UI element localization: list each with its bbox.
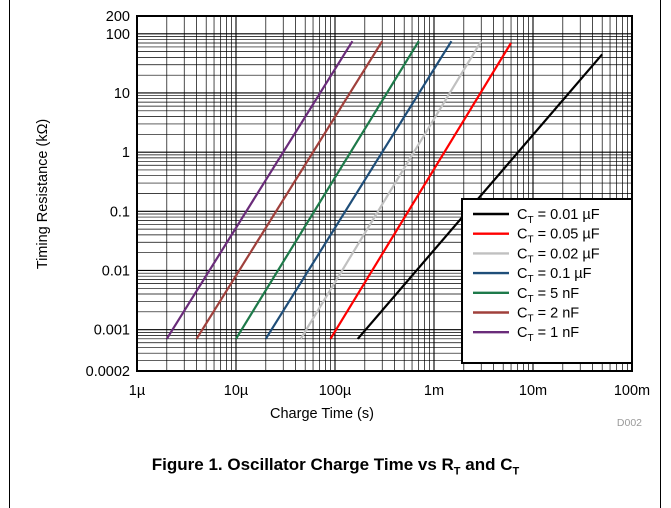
grid (137, 16, 632, 371)
legend-entry: CT = 0.1 µF (517, 266, 592, 285)
legend-entry: CT = 0.01 µF (517, 207, 600, 226)
caption-text: Figure 1. Oscillator Charge Time vs R (151, 455, 454, 474)
legend-box (461, 198, 633, 364)
y-tick-label: 0.0002 (86, 364, 130, 380)
x-tick-label: 10m (519, 383, 547, 399)
legend-entry: CT = 0.02 µF (517, 246, 600, 265)
x-axis-title: Charge Time (s) (270, 406, 374, 422)
x-tick-label: 100m (614, 383, 650, 399)
x-tick-label: 10µ (224, 383, 249, 399)
legend-entry: CT = 0.05 µF (517, 227, 600, 246)
left-frame-line (9, 0, 10, 508)
caption-r-subscript: T (453, 465, 461, 478)
figure-code: D002 (617, 417, 642, 429)
y-axis-title: Timing Resistance (kΩ) (35, 119, 51, 270)
series-layer (165, 40, 604, 340)
y-tick-labels: 0.0002 0.001 0.01 0.1 1 10 100 200 (86, 9, 130, 380)
legend-entry: CT = 1 nF (517, 325, 579, 344)
series-line (356, 53, 604, 340)
series-line (165, 40, 354, 340)
x-tick-label: 1m (424, 383, 444, 399)
y-tick-label: 10 (114, 86, 130, 102)
series-line (299, 40, 483, 340)
plot-area-border (136, 15, 633, 372)
y-tick-label: 0.01 (102, 263, 130, 279)
series-line (195, 40, 384, 340)
right-frame-line (660, 0, 661, 508)
caption-mid: and C (460, 455, 513, 474)
y-tick-label: 1 (122, 145, 130, 161)
x-tick-label: 1µ (129, 383, 146, 399)
x-tick-label: 100µ (319, 383, 352, 399)
x-tick-labels: 1µ 10µ 100µ 1m 10m 100m (129, 383, 650, 399)
series-line (329, 42, 512, 340)
y-tick-label: 100 (106, 27, 130, 43)
figure-caption: Figure 1. Oscillator Charge Time vs RT a… (0, 455, 671, 477)
y-tick-label: 0.1 (110, 204, 130, 220)
legend-entry: CT = 2 nF (517, 306, 579, 325)
y-tick-label: 200 (106, 9, 130, 25)
series-line (264, 40, 453, 340)
y-tick-label: 0.001 (94, 323, 130, 339)
legend-entry: CT = 5 nF (517, 286, 579, 305)
caption-c-subscript: T (512, 465, 520, 478)
series-line (235, 40, 420, 340)
